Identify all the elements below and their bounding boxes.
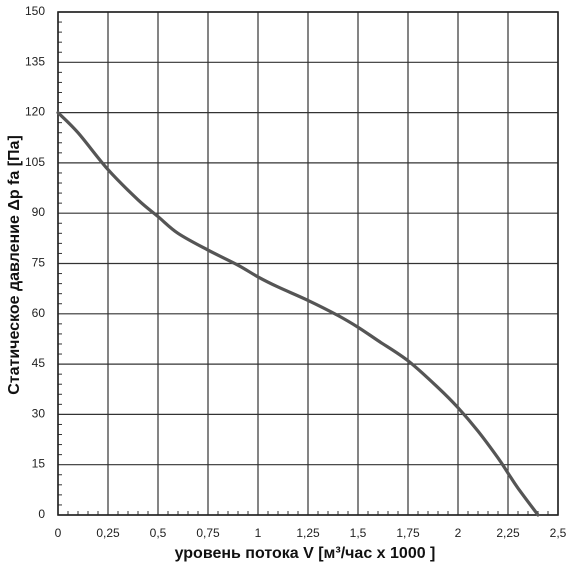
x-tick-label: 2,5	[550, 526, 567, 540]
x-tick-label: 1,5	[350, 526, 367, 540]
x-tick-label: 1	[255, 526, 262, 540]
x-tick-label: 0,5	[150, 526, 167, 540]
y-tick-label: 135	[25, 54, 45, 68]
y-tick-label: 15	[32, 457, 46, 471]
y-tick-label: 120	[25, 105, 45, 119]
x-axis-title: уровень потока V [м³/час х 1000 ]	[175, 545, 436, 562]
grid-lines	[57, 11, 559, 516]
x-tick-labels: 0 0,25 0,5 0,75 1 1,25 1,5 1,75 2 2,25 2,5	[55, 526, 567, 540]
y-tick-label: 105	[25, 155, 45, 169]
y-tick-label: 150	[25, 4, 45, 18]
x-tick-label: 1,25	[296, 526, 320, 540]
x-tick-label: 2,25	[496, 526, 520, 540]
x-tick-label: 2	[455, 526, 462, 540]
series-line	[56, 111, 540, 517]
y-tick-label: 30	[32, 406, 46, 420]
plot-border	[57, 11, 559, 516]
x-tick-label: 0,25	[96, 526, 120, 540]
x-tick-label: 0	[55, 526, 62, 540]
x-tick-label: 0,75	[196, 526, 220, 540]
y-axis-title: Статическое давление Δp fa [Па]	[6, 135, 23, 395]
y-tick-label: 75	[32, 256, 46, 270]
y-tick-label: 90	[32, 205, 46, 219]
minor-ticks	[58, 21, 549, 515]
series-group	[56, 111, 540, 517]
y-tick-labels: 0 15 30 45 60 75 90 105 120 135 150	[25, 4, 45, 521]
y-tick-label: 45	[32, 356, 46, 370]
y-tick-label: 60	[32, 306, 46, 320]
y-tick-label: 0	[38, 507, 45, 521]
x-tick-label: 1,75	[396, 526, 420, 540]
